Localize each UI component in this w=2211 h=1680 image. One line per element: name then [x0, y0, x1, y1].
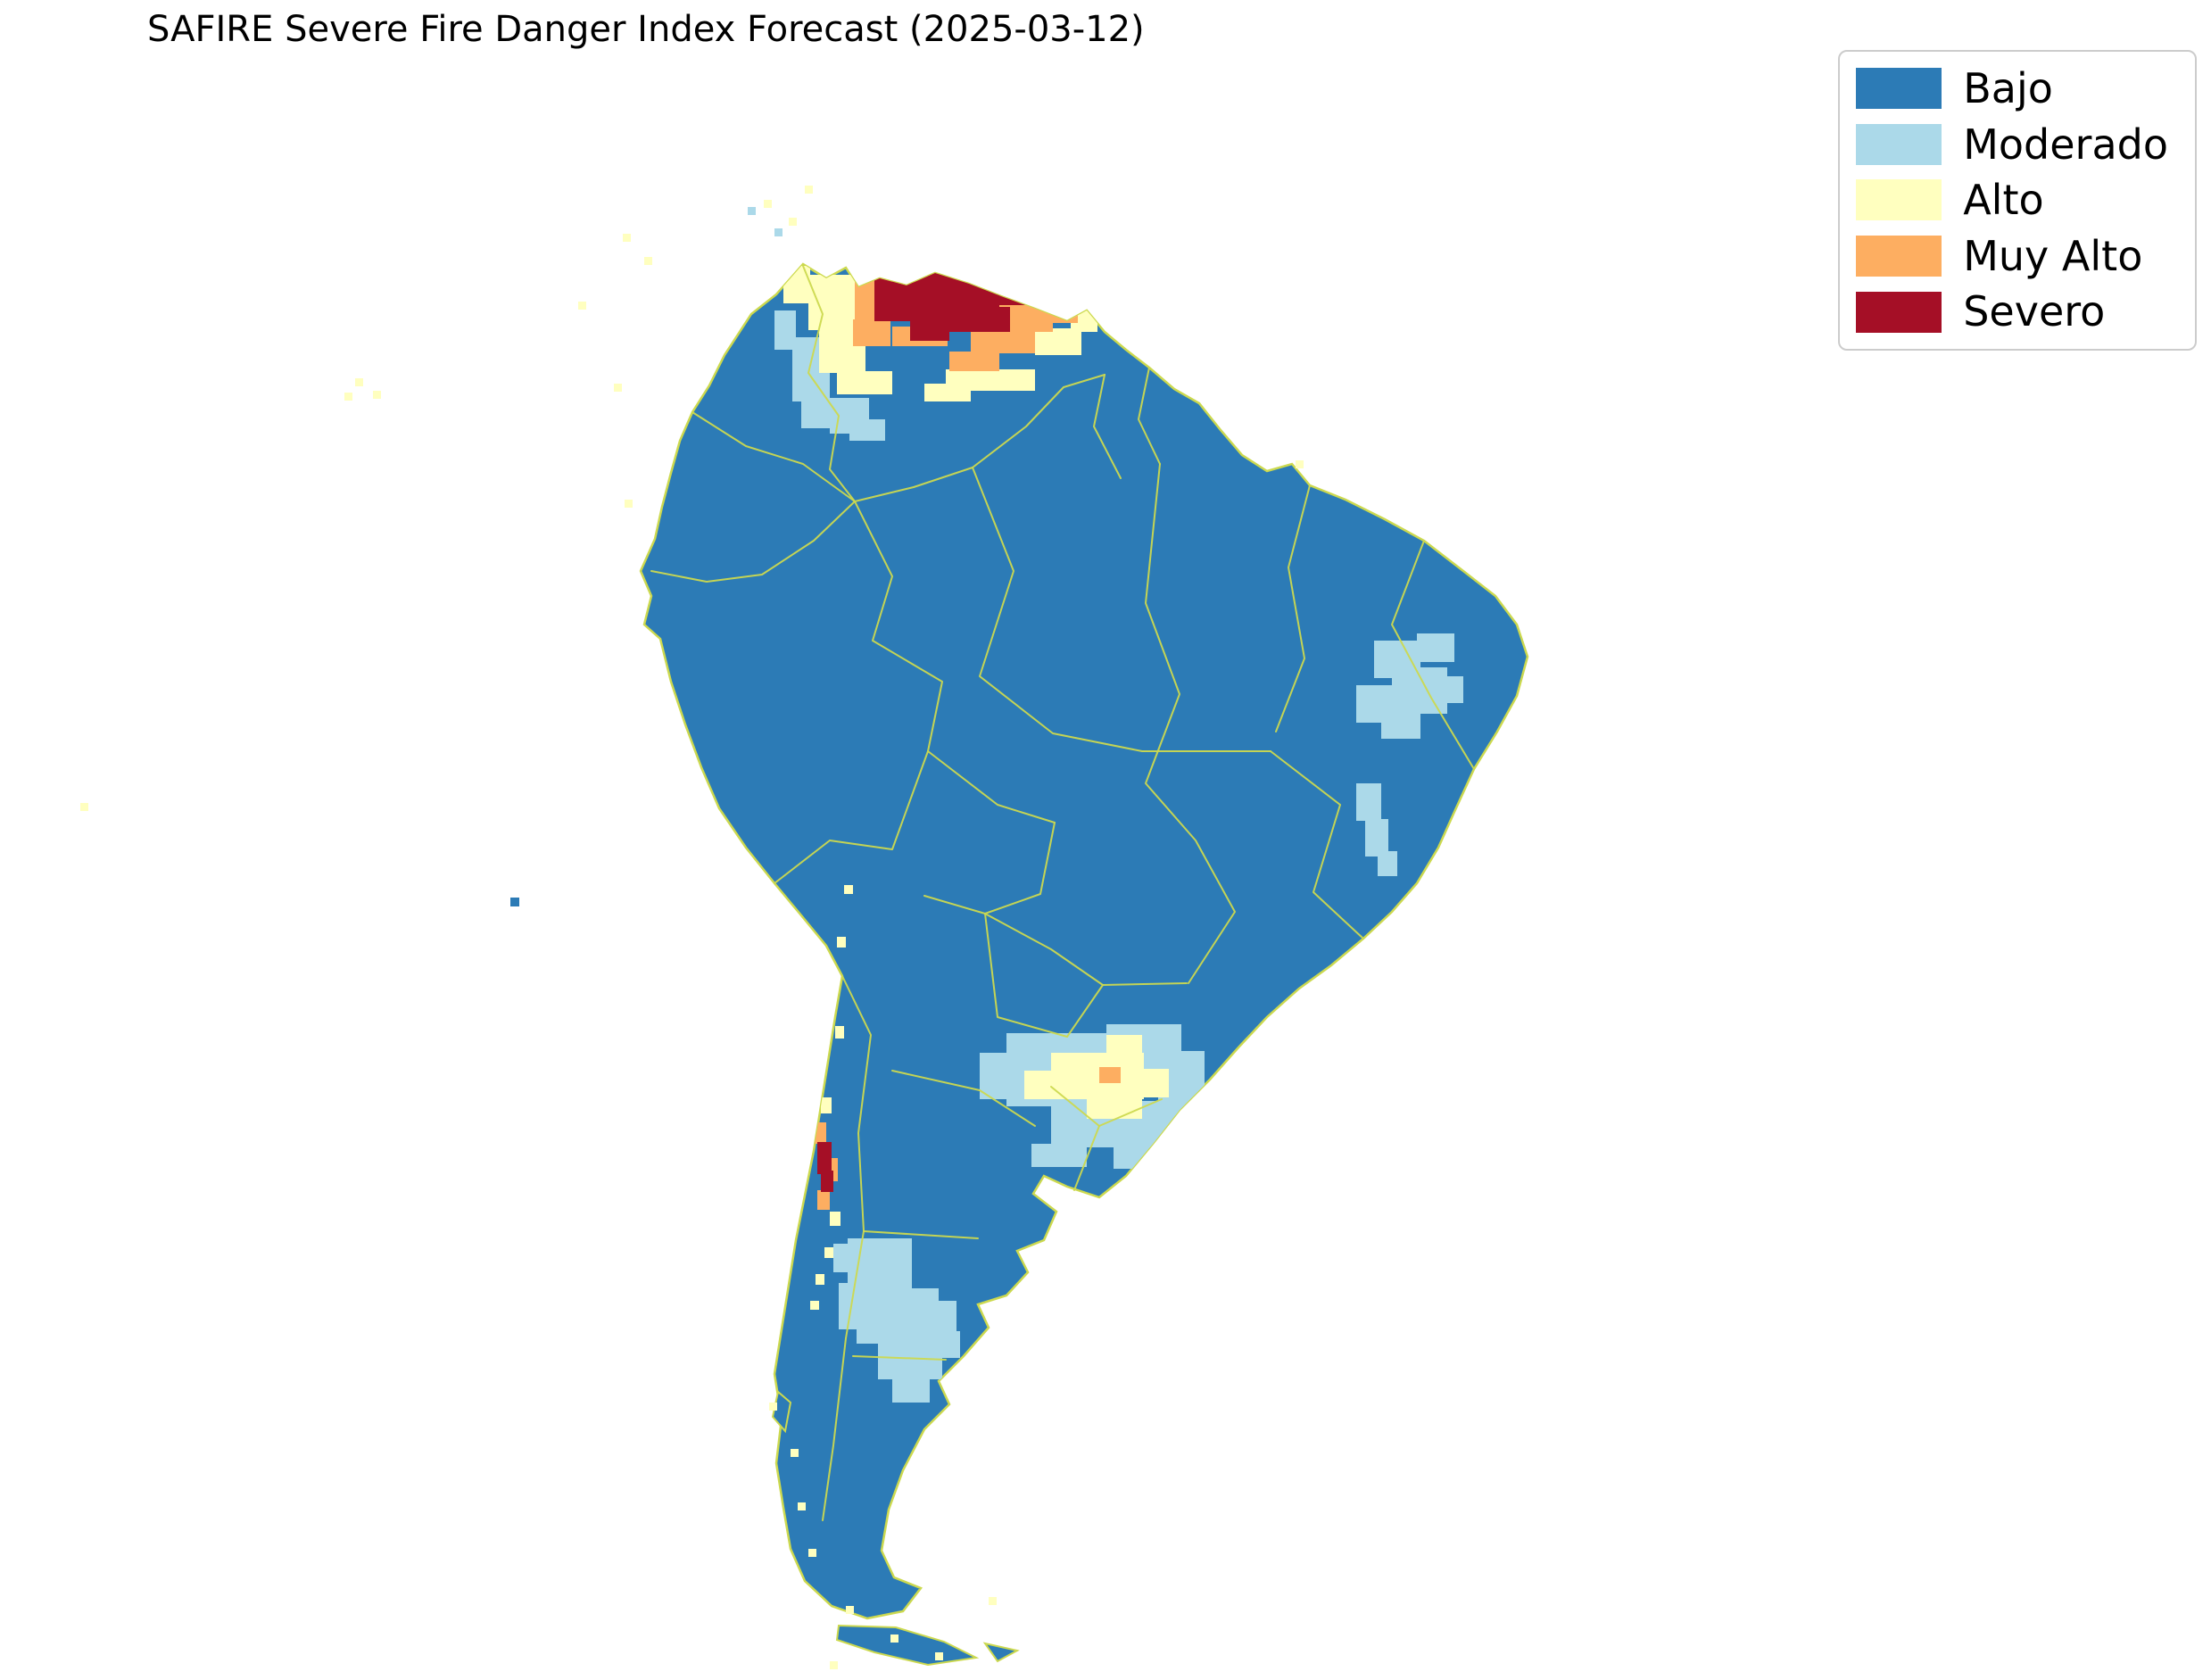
speckle-cell-alto: [614, 384, 622, 392]
danger-cell-alto: [1035, 328, 1081, 355]
legend-swatch-bajo: [1856, 68, 1942, 110]
danger-cell-alto: [810, 1301, 819, 1310]
legend-item-muy-alto: Muy Alto: [1856, 234, 2168, 279]
danger-cell-alto: [835, 1026, 844, 1039]
danger-cell-alto: [808, 275, 857, 330]
danger-cell-muy_alto: [817, 1190, 830, 1210]
danger-cell-moderado: [1031, 1144, 1087, 1167]
danger-cell-alto: [844, 885, 853, 894]
legend-swatch-severo: [1856, 291, 1942, 333]
speckle-cell-alto: [625, 500, 633, 508]
danger-cell-alto: [837, 371, 892, 394]
danger-cell-alto: [824, 1247, 833, 1258]
danger-cell-muy_alto: [1099, 1067, 1121, 1083]
danger-cell-severo: [946, 307, 1010, 332]
legend-item-bajo: Bajo: [1856, 66, 2168, 112]
legend-item-severo: Severo: [1856, 289, 2168, 335]
legend-swatch-alto: [1856, 179, 1942, 221]
admin-boundaries: [650, 265, 1475, 1521]
danger-cell-moderado: [774, 310, 796, 350]
speckle-cell-alto: [805, 186, 813, 194]
danger-cell-alto: [816, 1274, 824, 1285]
danger-cell-moderado: [833, 1244, 849, 1272]
speckle-cell-alto: [808, 1549, 816, 1557]
danger-cell-moderado: [1365, 819, 1388, 857]
danger-cell-moderado: [1378, 851, 1397, 876]
danger-cell-moderado: [1435, 676, 1463, 703]
danger-cell-moderado: [1356, 783, 1381, 821]
danger-cell-alto: [1060, 268, 1089, 294]
danger-cell-alto: [846, 264, 901, 268]
danger-cell-moderado: [1381, 712, 1420, 739]
legend: Bajo Moderado Alto Muy Alto Severo: [1838, 50, 2197, 351]
speckle-cell-moderado: [774, 228, 783, 236]
legend-swatch-muy-alto: [1856, 236, 1942, 277]
danger-cell-muy_alto: [928, 230, 967, 259]
danger-cell-moderado: [1417, 633, 1454, 662]
speckle-cell-alto: [769, 1403, 777, 1411]
danger-cell-alto: [828, 981, 837, 992]
danger-cell-alto: [1087, 1092, 1142, 1119]
speckle-cell-alto: [623, 234, 631, 242]
speckle-cell-alto: [791, 1449, 799, 1457]
speckle-cell-bajo: [510, 898, 519, 906]
danger-cell-alto: [1106, 1035, 1142, 1056]
danger-cell-moderado: [980, 1053, 1017, 1099]
speckle-cell-alto: [830, 1661, 838, 1669]
danger-cell-severo: [821, 1171, 833, 1192]
danger-cell-alto: [924, 384, 971, 401]
danger-cell-alto: [821, 1097, 832, 1113]
danger-cell-moderado: [892, 1374, 930, 1403]
speckle-cell-alto: [373, 391, 381, 399]
danger-cell-severo: [874, 277, 914, 321]
speckle-cell-alto: [1296, 460, 1304, 468]
legend-label-moderado: Moderado: [1963, 120, 2168, 169]
danger-cell-severo: [910, 312, 949, 341]
speckle-cell-moderado: [748, 207, 756, 215]
speckle-cell-alto: [355, 378, 363, 386]
danger-cell-severo: [817, 1142, 832, 1174]
danger-cell-alto: [837, 937, 846, 948]
danger-cell-alto: [1024, 1071, 1062, 1099]
legend-item-moderado: Moderado: [1856, 120, 2168, 169]
speckle-cell-alto: [344, 393, 352, 401]
danger-cell-alto: [899, 212, 964, 234]
coastal-speckle-cells: [80, 186, 1304, 1669]
speckle-cell-alto: [798, 1502, 806, 1510]
speckle-cell-alto: [846, 1606, 854, 1614]
legend-swatch-moderado: [1856, 123, 1942, 165]
speckle-cell-alto: [789, 218, 797, 226]
legend-item-alto: Alto: [1856, 178, 2168, 223]
speckle-cell-alto: [80, 803, 88, 811]
speckle-cell-alto: [935, 1652, 943, 1660]
danger-cell-alto: [1071, 294, 1097, 332]
speckle-cell-alto: [644, 257, 652, 265]
speckle-cell-alto: [578, 302, 586, 310]
danger-cell-muy_alto: [949, 352, 999, 371]
danger-cell-muy_alto: [971, 328, 1035, 353]
speckle-cell-alto: [890, 1634, 898, 1643]
legend-label-bajo: Bajo: [1963, 64, 2053, 112]
danger-cell-alto: [1051, 1053, 1144, 1099]
legend-label-alto: Alto: [1963, 176, 2044, 225]
danger-cell-moderado: [933, 1331, 960, 1358]
danger-cell-moderado: [849, 419, 885, 441]
danger-cell-muy_alto: [1024, 264, 1062, 294]
danger-cell-alto: [830, 1212, 841, 1226]
speckle-cell-alto: [764, 200, 772, 208]
legend-label-severo: Severo: [1963, 287, 2106, 336]
danger-cell-muy_alto: [1051, 294, 1078, 323]
danger-cell-muy_alto: [853, 319, 890, 346]
speckle-cell-alto: [989, 1597, 997, 1605]
legend-label-muy-alto: Muy Alto: [1963, 231, 2143, 280]
danger-cell-severo: [883, 248, 940, 264]
danger-cell-moderado: [1140, 1105, 1196, 1142]
page-title: SAFIRE Severe Fire Danger Index Forecast…: [147, 9, 1145, 50]
